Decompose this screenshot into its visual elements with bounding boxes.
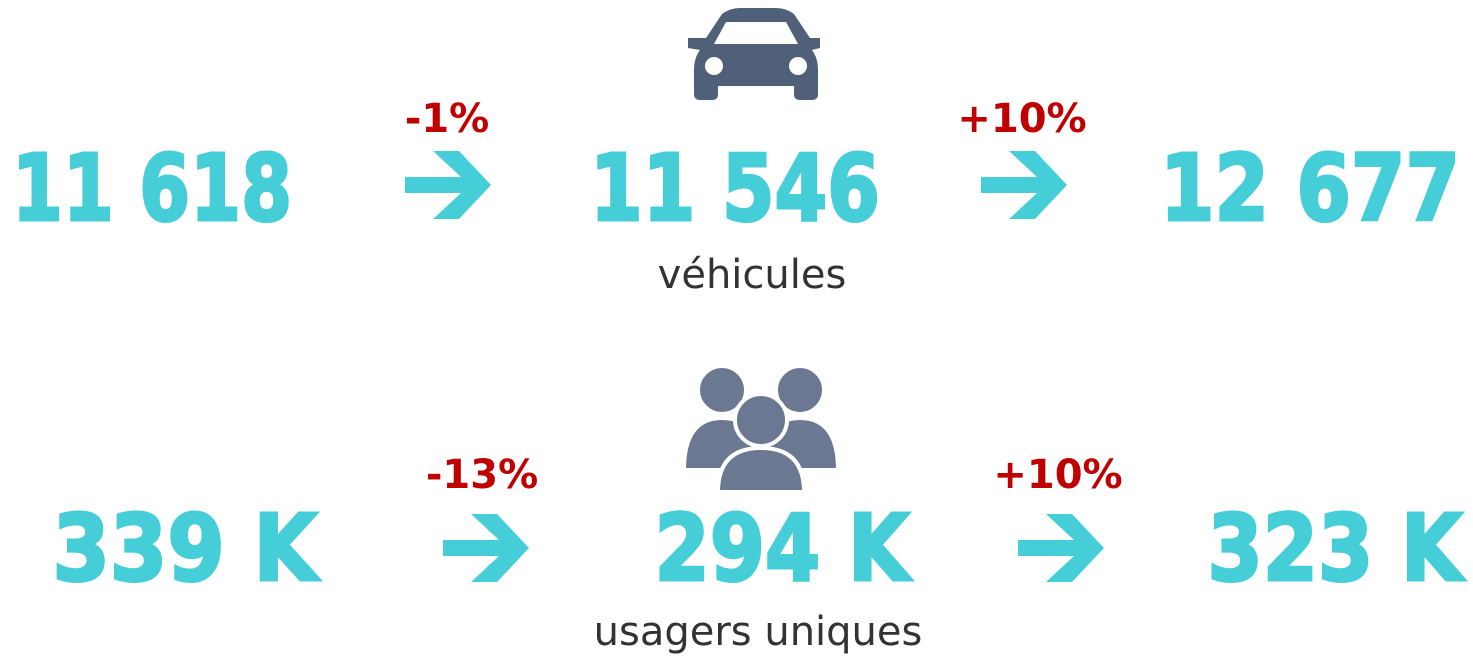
change: +10% <box>957 96 1086 142</box>
value: 294 K <box>655 495 913 602</box>
value: 11 546 <box>590 135 880 242</box>
arrow <box>405 151 491 219</box>
row-label: véhicules <box>658 252 847 298</box>
value: 339 K <box>53 495 321 602</box>
arrow <box>981 151 1067 219</box>
people-icon <box>681 364 841 494</box>
value: 323 K <box>1208 495 1466 602</box>
row-label: usagers uniques <box>594 609 923 655</box>
change: -1% <box>405 96 490 142</box>
change: +10% <box>993 452 1122 498</box>
value: 12 677 <box>1160 135 1460 242</box>
arrow <box>1018 514 1104 582</box>
car-icon <box>688 8 820 100</box>
change: -13% <box>426 452 538 498</box>
value: 11 618 <box>12 135 292 242</box>
arrow <box>443 514 529 582</box>
